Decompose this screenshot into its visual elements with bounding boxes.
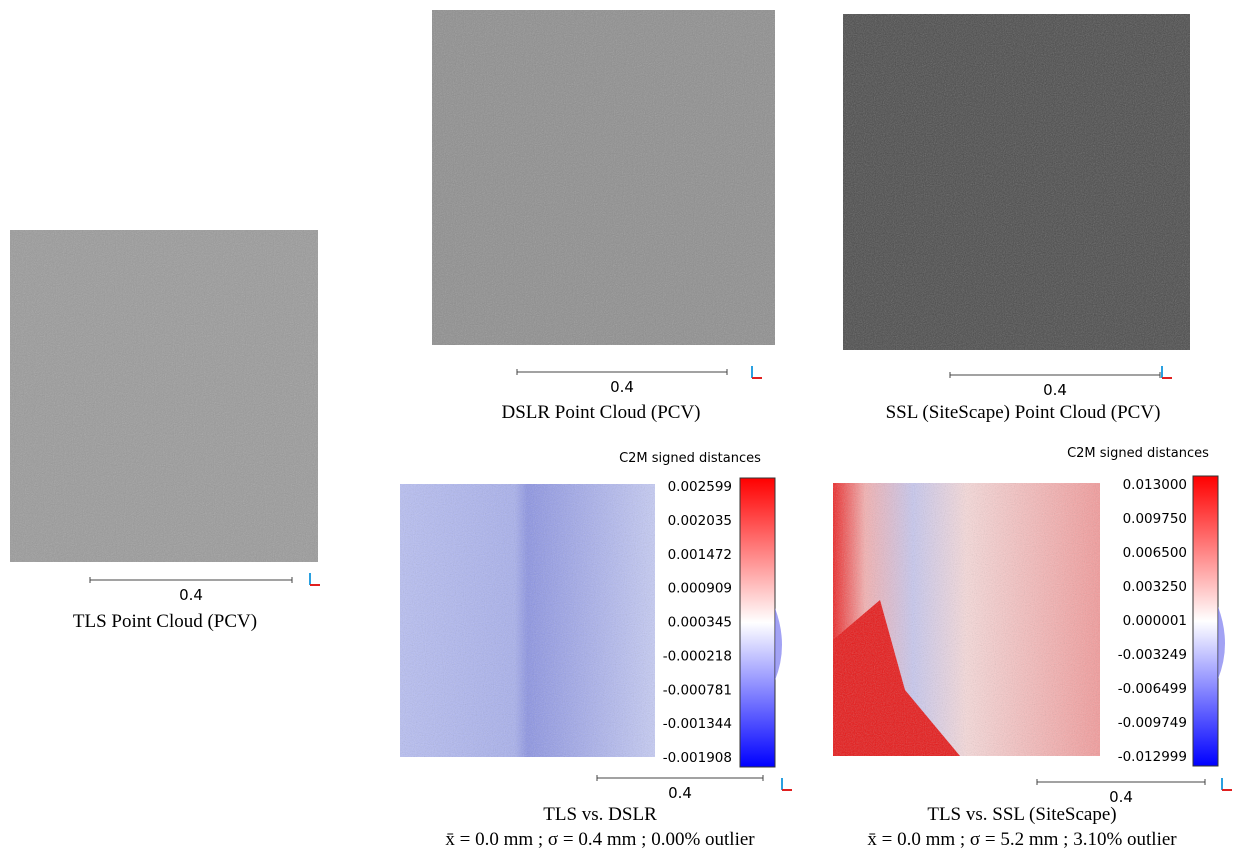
colorbar-tick-label: -0.009749 [1118,715,1187,731]
colorbar-title: C2M signed distances [1067,446,1209,461]
scale-label: 0.4 [1043,381,1067,399]
colorbar-tick-label: -0.000218 [663,648,732,664]
scale-label: 0.4 [668,784,692,802]
point-cloud-images [10,10,1190,757]
colorbar-tick-label: -0.001908 [663,750,732,766]
colorbar [740,478,775,767]
dslr-texture [432,10,775,345]
scale-label: 0.4 [179,586,203,604]
caption: SSL (SiteScape) Point Cloud (PCV) [886,402,1161,423]
tls-texture [10,230,318,562]
colorbar-title: C2M signed distances [619,451,761,466]
distribution-curve [775,608,782,680]
scale-label: 0.4 [610,378,634,396]
caption: TLS vs. SSL (SiteScape) [927,804,1116,825]
colorbar-tick-label: -0.012999 [1118,749,1187,765]
colorbar [1193,476,1218,766]
colorbar-tick-label: 0.006500 [1123,545,1187,561]
colorbar-tick-label: -0.006499 [1118,681,1187,697]
colorbar-tick-label: -0.000781 [663,682,732,698]
colorbar-tick-label: -0.001344 [663,716,732,732]
colorbar-tick-label: 0.002035 [668,513,732,529]
dslr-diff-texture [400,484,655,757]
colorbar-tick-label: -0.003249 [1118,647,1187,663]
stats: x̄ = 0.0 mm ; σ = 0.4 mm ; 0.00% outlier [445,829,755,850]
ssl-texture [843,14,1190,350]
colorbar-tick-label: 0.001472 [668,547,732,563]
distribution-curve [1218,607,1225,680]
figure: TLS Point Cloud (PCV) 0.4 DSLR Point Cloud… [0,0,1236,863]
caption: DSLR Point Cloud (PCV) [501,402,700,423]
colorbar-tick-label: 0.000345 [668,615,732,631]
colorbar-tick-label: 0.000001 [1123,613,1187,629]
stats: x̄ = 0.0 mm ; σ = 5.2 mm ; 3.10% outlier [867,829,1177,850]
colorbar-tick-label: 0.009750 [1123,511,1187,527]
colorbar-tick-label: 0.003250 [1123,579,1187,595]
colorbar-tick-label: 0.013000 [1123,477,1187,493]
caption: TLS vs. DSLR [543,804,657,825]
scale-label: 0.4 [1109,788,1133,806]
caption: TLS Point Cloud (PCV) [73,611,257,632]
colorbar-tick-label: 0.000909 [668,581,732,597]
ssl-diff-texture [833,483,1100,756]
colorbar-tick-label: 0.002599 [668,479,732,495]
